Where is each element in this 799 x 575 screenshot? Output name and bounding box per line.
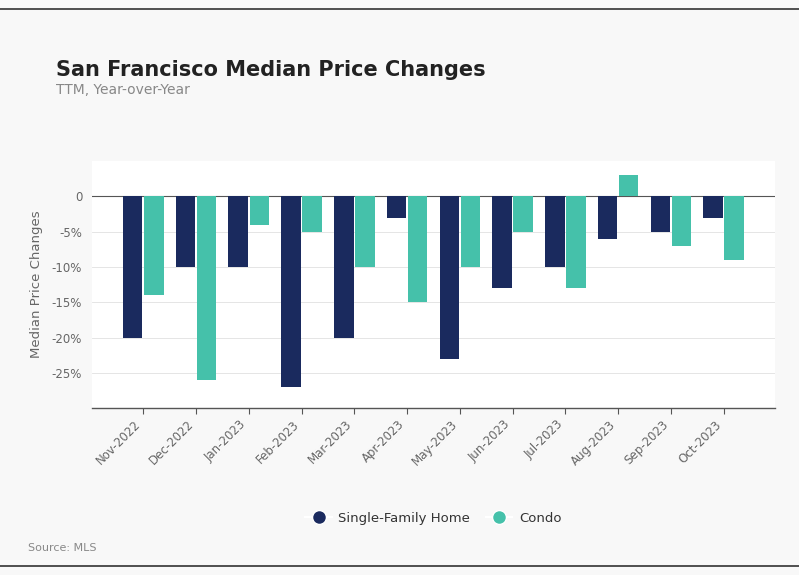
Bar bbox=[197, 196, 217, 380]
Bar bbox=[514, 196, 533, 232]
Bar bbox=[334, 196, 353, 338]
Bar bbox=[545, 196, 565, 267]
Bar bbox=[725, 196, 744, 260]
Bar bbox=[598, 196, 618, 239]
Bar bbox=[703, 196, 723, 217]
Bar bbox=[281, 196, 300, 387]
Bar bbox=[566, 196, 586, 288]
Bar bbox=[672, 196, 691, 246]
Bar bbox=[492, 196, 512, 288]
Bar bbox=[650, 196, 670, 232]
Bar bbox=[123, 196, 142, 338]
Legend: Single-Family Home, Condo: Single-Family Home, Condo bbox=[300, 507, 566, 530]
Text: TTM, Year-over-Year: TTM, Year-over-Year bbox=[56, 83, 190, 97]
Bar bbox=[176, 196, 195, 267]
Bar bbox=[619, 175, 638, 196]
Bar bbox=[249, 196, 269, 225]
Bar bbox=[407, 196, 427, 302]
Text: San Francisco Median Price Changes: San Francisco Median Price Changes bbox=[56, 60, 486, 81]
Bar bbox=[461, 196, 480, 267]
Bar bbox=[387, 196, 406, 217]
Bar bbox=[355, 196, 375, 267]
Bar bbox=[229, 196, 248, 267]
Text: Source: MLS: Source: MLS bbox=[28, 543, 97, 553]
Y-axis label: Median Price Changes: Median Price Changes bbox=[30, 211, 43, 358]
Bar bbox=[439, 196, 459, 359]
Bar bbox=[144, 196, 164, 295]
Bar bbox=[302, 196, 322, 232]
